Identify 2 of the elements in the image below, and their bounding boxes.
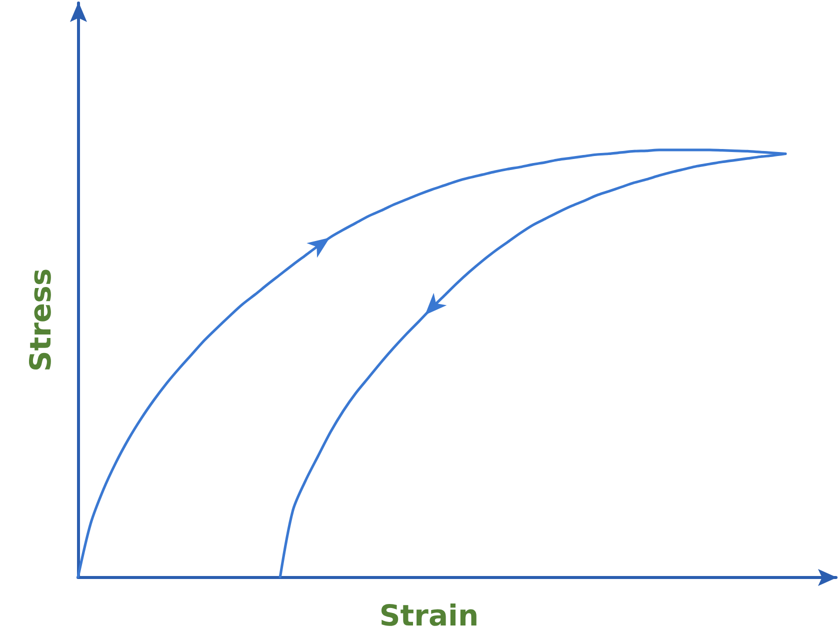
y-axis-title: Stress bbox=[24, 268, 58, 372]
x-axis-title: Strain bbox=[379, 598, 479, 629]
